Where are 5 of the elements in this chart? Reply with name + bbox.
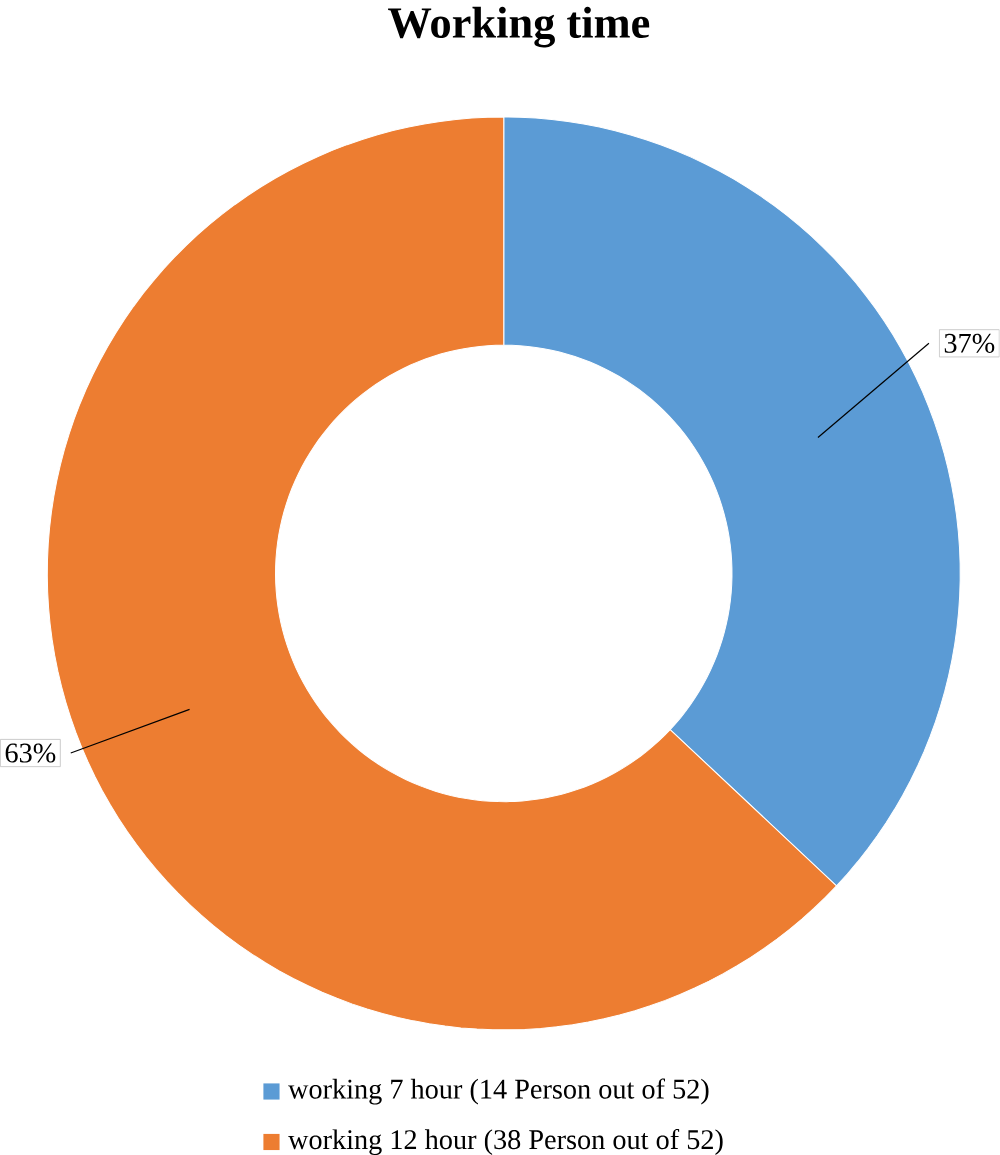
legend-label: working 7 hour (14 Person out of 52): [288, 1078, 709, 1105]
legend-label: working 12 hour (38 Person out of 52): [288, 1128, 723, 1155]
chart-title: Working time: [388, 6, 650, 48]
data-label: 63%: [5, 743, 56, 763]
data-label: 37%: [944, 333, 995, 353]
